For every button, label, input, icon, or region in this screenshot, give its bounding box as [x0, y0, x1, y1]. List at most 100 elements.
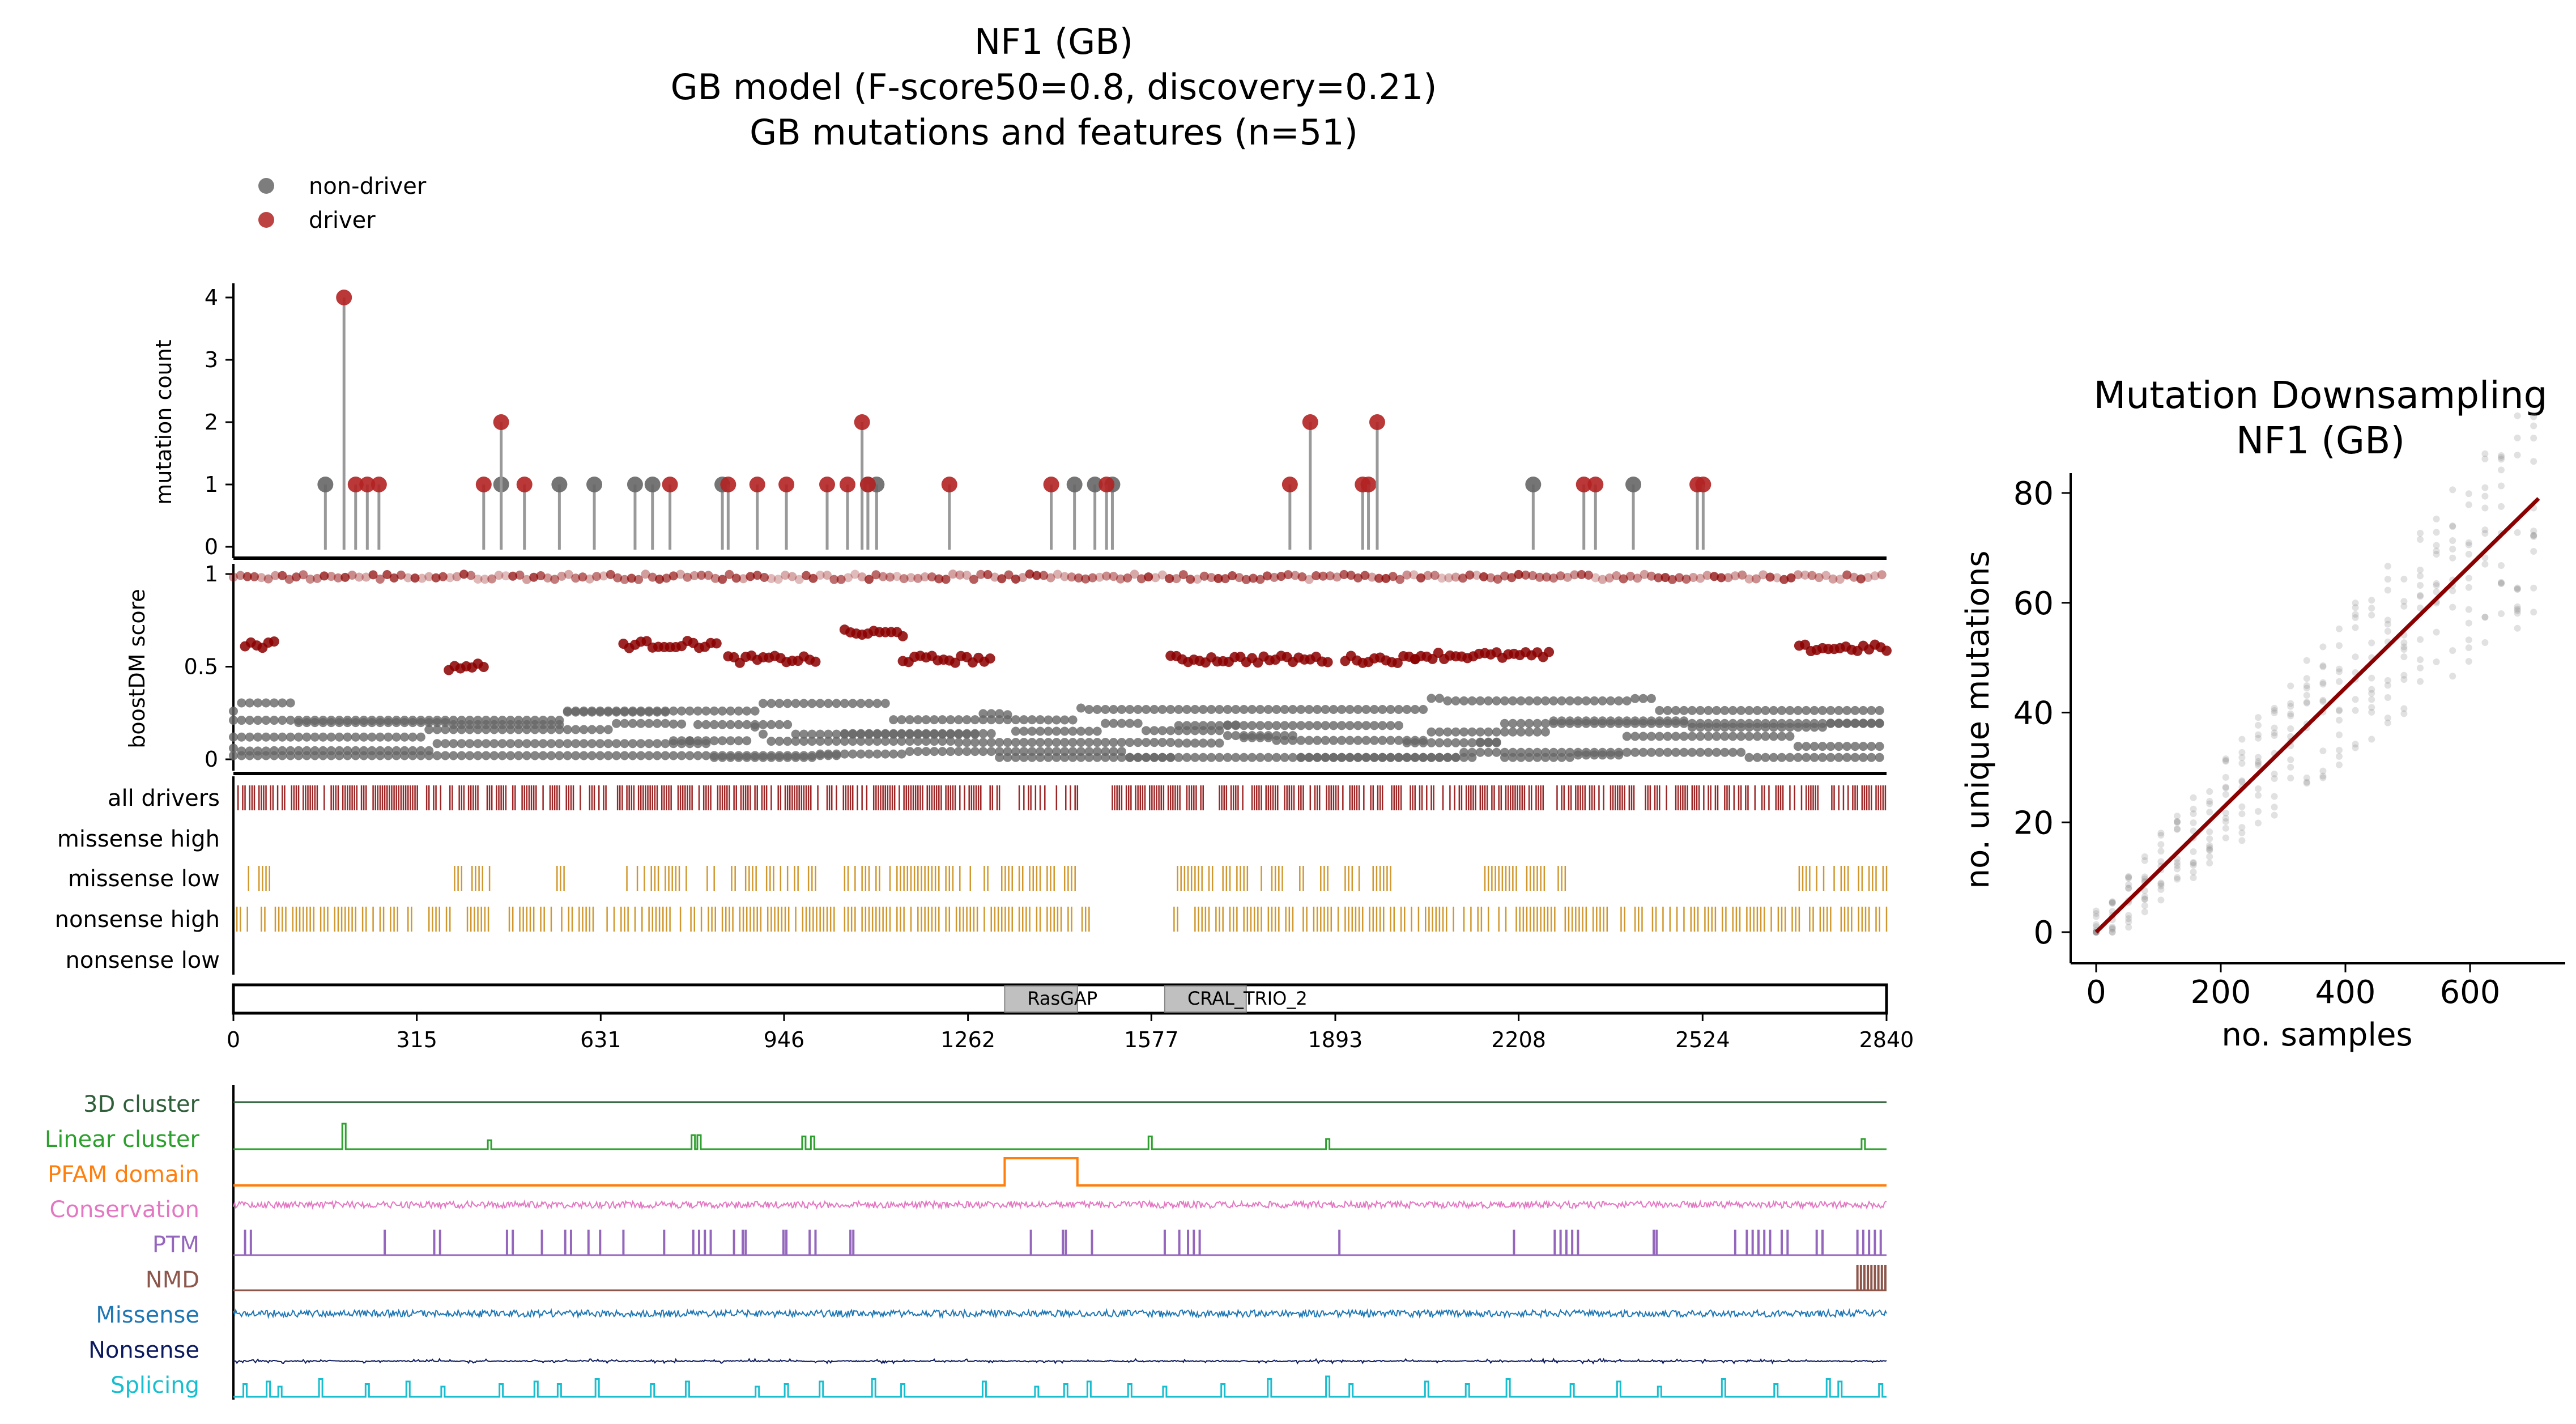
boostdm-point-non-driver	[1304, 736, 1314, 745]
lollipop-panel: 0 1 2 3 4 mutation count	[151, 283, 1887, 560]
downsampling-point	[2319, 772, 2327, 780]
boostdm-point-driver	[1619, 574, 1628, 584]
boostdm-point-driver	[1667, 575, 1677, 584]
boostdm-point-non-driver	[497, 720, 507, 729]
boostdm-point-non-driver	[1516, 727, 1526, 737]
boostdm-panel: 00.51 boostDM score	[125, 562, 1892, 775]
downsampling-fit-line	[2094, 497, 2540, 934]
downsampling-point	[2125, 881, 2132, 889]
downsampling-point	[2093, 907, 2100, 915]
boostdm-point-non-driver	[1875, 753, 1884, 762]
boostdm-point-non-driver	[1239, 705, 1249, 715]
boostdm-point-non-driver	[481, 720, 491, 729]
boostdm-point-non-driver	[1711, 705, 1721, 715]
downsampling-point	[2157, 882, 2165, 890]
boostdm-point-non-driver	[954, 729, 964, 739]
downsampling-point	[2238, 777, 2246, 784]
boostdm-point-non-driver	[1809, 705, 1819, 715]
downsampling-point	[2514, 607, 2521, 614]
boostdm-point-driver	[1102, 571, 1112, 581]
downsampling-point	[2222, 756, 2229, 764]
boostdm-point-non-driver	[661, 706, 670, 716]
boostdm-point-driver	[1207, 573, 1216, 583]
boostdm-point-driver	[368, 570, 378, 580]
boostdm-point-non-driver	[1321, 721, 1330, 730]
feature-track-label: PTM	[152, 1232, 199, 1258]
downsampling-point	[2174, 825, 2181, 832]
boostdm-point-non-driver	[1427, 727, 1436, 737]
downsampling-point	[2417, 536, 2424, 543]
boostdm-point-non-driver	[872, 749, 882, 759]
boostdm-point-non-driver	[245, 732, 254, 742]
downsampling-point	[2498, 456, 2505, 463]
boostdm-point-driver	[1507, 573, 1517, 583]
boostdm-point-non-driver	[897, 729, 906, 739]
downsampling-point	[2157, 831, 2165, 839]
boostdm-point-non-driver	[897, 715, 906, 725]
boostdm-point-non-driver	[1198, 726, 1208, 736]
boostdm-point-non-driver	[334, 732, 344, 742]
boostdm-point-non-driver	[970, 738, 980, 747]
lollipop-point-non-driver	[1087, 477, 1103, 492]
boostdm-point-driver	[522, 575, 531, 584]
boostdm-point-non-driver	[1321, 705, 1330, 715]
boostdm-point-driver	[1157, 570, 1167, 580]
position-x-tick-label: 946	[764, 1027, 805, 1052]
downsampling-point	[2400, 671, 2408, 679]
boostdm-point-non-driver	[938, 729, 947, 739]
boostdm-point-non-driver	[693, 706, 702, 716]
downsampling-point	[2174, 826, 2181, 833]
boostdm-point-driver	[1779, 575, 1789, 584]
downsampling-y-tick-label: 80	[2013, 475, 2054, 512]
feature-track-label: 3D cluster	[83, 1091, 200, 1117]
boostdm-point-non-driver	[1092, 738, 1102, 747]
boostdm-point-non-driver	[652, 706, 662, 716]
boostdm-point-non-driver	[416, 718, 425, 728]
downsampling-x-label: no. samples	[2221, 1017, 2412, 1053]
boostdm-point-driver	[1276, 572, 1286, 581]
boostdm-point-non-driver	[1622, 696, 1632, 705]
boostdm-point-non-driver	[1288, 736, 1297, 745]
boostdm-point-non-driver	[905, 715, 914, 725]
boostdm-point-non-driver	[1508, 719, 1518, 728]
boostdm-point-non-driver	[1687, 747, 1697, 757]
boostdm-point-non-driver	[669, 736, 678, 746]
boostdm-point-non-driver	[489, 739, 499, 749]
downsampling-point	[2255, 785, 2262, 792]
downsampling-point	[2271, 724, 2278, 732]
boostdm-point-driver	[1346, 571, 1356, 580]
downsampling-point	[2287, 710, 2294, 717]
boostdm-point-non-driver	[375, 746, 385, 755]
downsampling-point	[2449, 537, 2456, 545]
boostdm-point-driver	[1165, 573, 1174, 583]
boostdm-point-non-driver	[709, 736, 719, 746]
lollipop-point-driver	[1587, 477, 1604, 492]
boostdm-point-non-driver	[1646, 747, 1656, 757]
boostdm-y-tick-label: 0	[205, 747, 218, 772]
boostdm-point-non-driver	[530, 751, 540, 760]
boostdm-point-non-driver	[1166, 738, 1176, 747]
boostdm-point-driver	[1416, 573, 1426, 583]
boostdm-point-non-driver	[473, 720, 483, 729]
position-x-tick-label: 1262	[940, 1027, 995, 1052]
boostdm-point-non-driver	[1802, 705, 1811, 715]
downsampling-point	[2206, 798, 2213, 805]
boostdm-point-non-driver	[1011, 753, 1020, 762]
boostdm-point-non-driver	[791, 737, 801, 746]
boostdm-point-non-driver	[253, 698, 263, 708]
boostdm-point-non-driver	[946, 747, 955, 756]
boostdm-point-driver	[1807, 571, 1817, 580]
boostdm-point-non-driver	[1051, 715, 1061, 725]
boostdm-point-non-driver	[1394, 705, 1403, 715]
boostdm-point-driver	[494, 571, 504, 580]
boostdm-point-non-driver	[1581, 716, 1591, 726]
boostdm-point-non-driver	[1133, 738, 1143, 747]
boostdm-point-non-driver	[1378, 705, 1387, 715]
downsampling-point	[2141, 873, 2148, 881]
downsampling-point	[2417, 566, 2424, 573]
boostdm-point-non-driver	[506, 751, 516, 760]
boostdm-point-non-driver	[921, 747, 931, 756]
boostdm-point-non-driver	[432, 718, 442, 728]
downsampling-point	[2498, 452, 2505, 460]
boostdm-point-non-driver	[1720, 732, 1730, 741]
